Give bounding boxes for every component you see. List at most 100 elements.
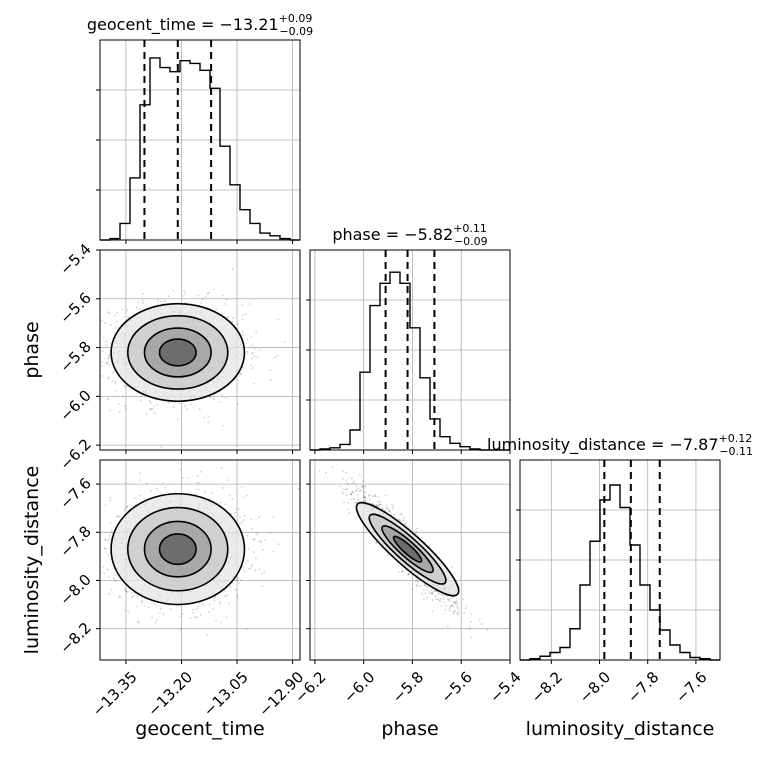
y-tick-label: −5.4 [56,240,94,278]
title-plus: +0.09 [279,12,313,25]
scatter-point [156,301,159,303]
scatter-point [179,615,182,618]
scatter-point [114,314,116,317]
x-tick-label: −13.05 [200,668,252,720]
scatter-point [125,454,127,456]
scatter-point [232,267,234,270]
scatter-point [93,373,95,375]
scatter-point [239,372,242,375]
scatter-point [451,566,453,569]
scatter-point [251,527,254,530]
scatter-point [123,384,126,387]
title-minus: −0.09 [279,25,313,38]
scatter-point [149,408,152,411]
scatter-point [200,302,203,304]
scatter-point [341,470,344,472]
scatter-point [378,503,381,506]
scatter-point [110,530,113,532]
scatter-point [101,361,104,363]
scatter-point [116,311,119,314]
scatter-point [246,534,249,537]
scatter-point [232,317,235,320]
scatter-point [124,482,127,484]
scatter-point [427,585,429,588]
contour-3 [158,533,197,566]
scatter-point [196,616,199,619]
scatter-point [375,542,378,544]
scatter-point [118,403,120,405]
scatter-point [130,596,133,599]
scatter-point [423,598,425,601]
contour-1 [368,513,447,585]
scatter-point [261,572,264,575]
scatter-point [362,490,365,493]
scatter-point [111,371,114,374]
scatter-point [110,324,113,326]
panel-frame [99,249,301,451]
scatter-point [357,499,360,501]
scatter-point [192,612,195,614]
scatter-point [138,621,140,624]
scatter-point [425,586,427,588]
scatter-point [345,482,348,485]
scatter-point [353,480,355,483]
scatter-point [239,579,242,582]
scatter-point [234,511,236,514]
scatter-point [361,484,364,487]
scatter-point [348,512,351,514]
scatter-point [276,355,279,357]
scatter-point [145,482,148,485]
scatter-point [173,405,176,408]
scatter-point [431,610,434,613]
x-axis-label-phase: phase [381,718,438,740]
scatter-point [255,557,257,560]
histogram-luminosity_distance [520,484,720,661]
scatter-point [177,418,179,421]
scatter-point [405,522,408,525]
scatter-point [107,357,110,360]
density-level-3 [159,339,197,366]
scatter-point [155,487,158,490]
contour-3 [392,535,423,563]
scatter-panel-geocent_time-phase [93,249,301,456]
scatter-point [141,300,144,302]
x-tick-label: −13.20 [144,668,196,720]
scatter-point [368,498,371,501]
scatter-point [184,292,187,295]
scatter-point [124,405,127,407]
scatter-point [231,320,234,323]
scatter-point [387,510,390,513]
scatter-point [163,300,166,302]
scatter-point [196,481,198,484]
scatter-point [350,493,353,495]
scatter-point [206,634,208,637]
scatter-point [221,467,223,470]
scatter-point [446,598,449,601]
title-text: luminosity_distance = −7.87 [487,435,718,455]
scatter-point [363,496,366,499]
scatter-point [106,362,109,365]
title-minus: −0.09 [454,235,488,248]
scatter-point [162,482,165,485]
scatter-point [456,606,459,609]
scatter-point [414,532,417,535]
scatter-point [441,593,444,596]
scatter-point [88,596,90,598]
scatter-point [172,289,175,292]
scatter-point [245,561,248,564]
scatter-point [261,585,264,587]
scatter-point [253,355,256,358]
scatter-point [222,294,225,297]
scatter-point [454,610,456,612]
scatter-point [208,610,210,613]
scatter-point [151,616,153,619]
scatter-point [219,501,222,504]
scatter-point [353,492,356,494]
scatter-point [246,350,249,353]
scatter-point [346,508,349,511]
scatter-point [169,608,172,610]
scatter-point [219,401,222,403]
scatter-point [425,596,428,599]
scatter-point [104,322,107,325]
scatter-point [402,519,405,522]
